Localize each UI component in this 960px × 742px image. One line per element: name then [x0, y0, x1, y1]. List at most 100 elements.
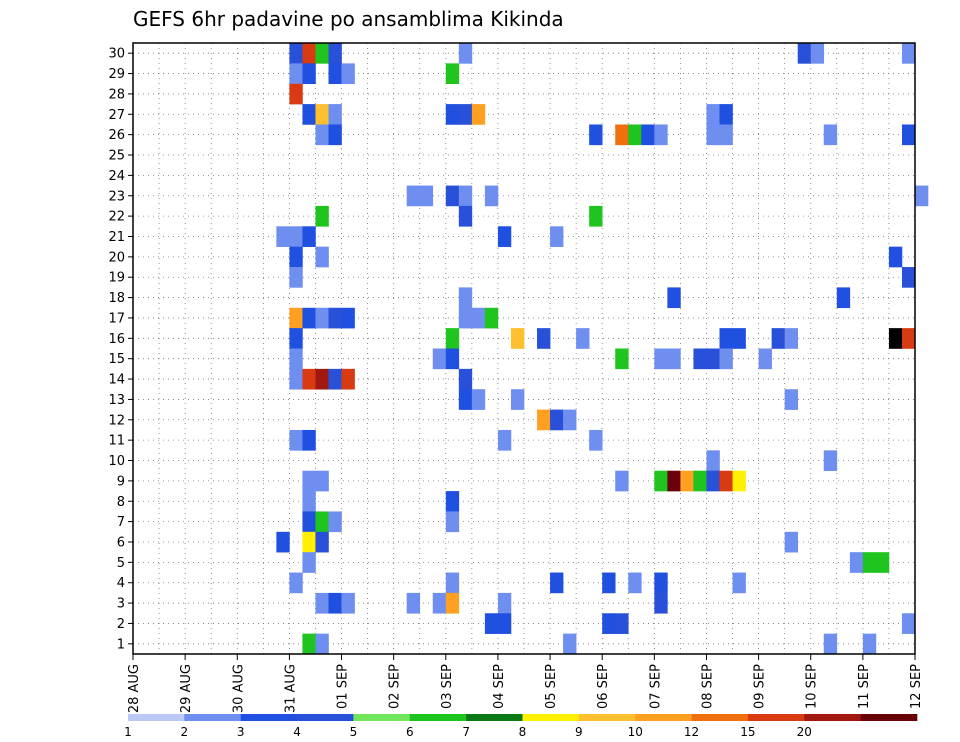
heatmap-cell	[537, 328, 551, 349]
heatmap-cell	[328, 368, 342, 390]
heatmap-cell	[341, 592, 355, 614]
y-tick-label: 11	[108, 434, 125, 449]
heatmap-cell	[615, 470, 629, 492]
y-tick-label: 26	[108, 128, 125, 143]
heatmap-cell	[302, 633, 316, 655]
x-tick-label: 03 SEP	[440, 664, 455, 709]
heatmap-cell	[302, 552, 316, 573]
colorbar-segment	[297, 714, 354, 721]
heatmap-cell	[289, 246, 303, 268]
heatmap-cell	[328, 63, 342, 85]
heatmap-cell	[315, 124, 329, 146]
heatmap-cell	[667, 470, 681, 492]
heatmap-cell	[328, 592, 342, 614]
x-tick-label: 01 SEP	[336, 664, 351, 709]
heatmap-cell	[315, 246, 329, 268]
heatmap-cell	[315, 205, 329, 227]
heatmap-cell	[458, 205, 473, 227]
heatmap-cell	[445, 572, 460, 594]
heatmap-cell	[315, 633, 329, 655]
y-tick-label: 27	[108, 108, 125, 123]
heatmap-cell	[901, 43, 916, 64]
y-tick-label: 3	[117, 597, 125, 612]
heatmap-cell	[315, 368, 329, 390]
colorbar-tick-label: 9	[575, 725, 583, 739]
heatmap-cell	[693, 470, 707, 492]
heatmap-cell	[901, 328, 916, 349]
heatmap-cell	[732, 470, 746, 492]
colorbar-segment	[353, 714, 411, 721]
x-tick-label: 07 SEP	[648, 664, 663, 709]
y-tick-label: 12	[108, 413, 125, 428]
heatmap-cell	[341, 368, 355, 390]
heatmap-cell	[289, 267, 303, 288]
colorbar-segment	[409, 714, 467, 721]
y-tick-label: 13	[108, 393, 125, 408]
heatmap-cell	[328, 511, 342, 533]
heatmap-cell	[419, 185, 434, 207]
heatmap-cell	[823, 450, 838, 471]
heatmap-cell	[497, 429, 512, 451]
heatmap-cell	[445, 328, 460, 349]
x-tick-label: 12 SEP	[909, 664, 924, 709]
heatmap-cell	[302, 307, 316, 329]
heatmap-cell	[888, 328, 903, 349]
colorbar-tick-label: 2	[181, 725, 189, 739]
heatmap-cell	[341, 307, 355, 329]
heatmap-cell	[563, 409, 577, 431]
x-tick-label: 06 SEP	[596, 664, 611, 709]
x-tick-label: 28 AUG	[127, 664, 142, 713]
heatmap-cell	[719, 348, 733, 370]
heatmap-cell	[315, 104, 329, 125]
heatmap-cell	[849, 552, 864, 573]
heatmap-cell	[615, 613, 629, 634]
heatmap-cell	[602, 613, 616, 634]
heatmap-cell	[289, 368, 303, 390]
heatmap-cell	[706, 124, 720, 146]
y-tick-label: 15	[108, 352, 125, 367]
grid-layer	[132, 43, 916, 654]
heatmap-cell	[458, 307, 473, 329]
heatmap-cell	[497, 226, 512, 247]
colorbar-tick-label: 12	[684, 725, 699, 739]
heatmap-cell	[706, 450, 720, 471]
heatmap-cell	[550, 409, 564, 431]
heatmap-cell	[458, 185, 473, 207]
heatmap-cell	[315, 511, 329, 533]
heatmap-cell	[445, 491, 460, 512]
colorbar-segment	[184, 714, 242, 721]
heatmap-cell	[915, 185, 929, 207]
y-tick-label: 29	[108, 67, 125, 82]
heatmap-cell	[667, 348, 681, 370]
heatmap-cell	[289, 328, 303, 349]
y-tick-label: 21	[108, 230, 125, 245]
y-tick-label: 10	[108, 454, 125, 469]
heatmap-cell	[888, 246, 903, 268]
colorbar-segment	[578, 714, 636, 721]
heatmap-cell	[680, 470, 694, 492]
heatmap-cell	[719, 470, 733, 492]
heatmap-cell	[471, 389, 486, 410]
heatmap-cell	[458, 368, 473, 390]
y-tick-label: 23	[108, 189, 125, 204]
x-axis: 28 AUG 29 AUG 30 AUG 31 AUG 01 SEP 02 SEP 03 S…	[127, 654, 924, 713]
heatmap-cell	[276, 531, 290, 553]
heatmap-cell	[875, 552, 890, 573]
heatmap-cell	[302, 491, 316, 512]
heatmap-cell	[589, 124, 603, 146]
heatmap-cell	[497, 613, 512, 634]
y-tick-label: 18	[108, 291, 125, 306]
y-tick-label: 24	[108, 169, 125, 184]
colorbar-segment	[240, 714, 298, 721]
heatmap-cell	[654, 470, 668, 492]
heatmap-cell	[497, 592, 512, 614]
heatmap-cell	[654, 124, 668, 146]
x-tick-label: 10 SEP	[805, 664, 820, 709]
y-tick-label: 5	[117, 556, 125, 571]
heatmap-cell	[315, 592, 329, 614]
heatmap-cell	[432, 592, 447, 614]
heatmap-cell	[615, 348, 629, 370]
y-tick-label: 22	[108, 210, 125, 225]
heatmap-cell	[289, 63, 303, 85]
